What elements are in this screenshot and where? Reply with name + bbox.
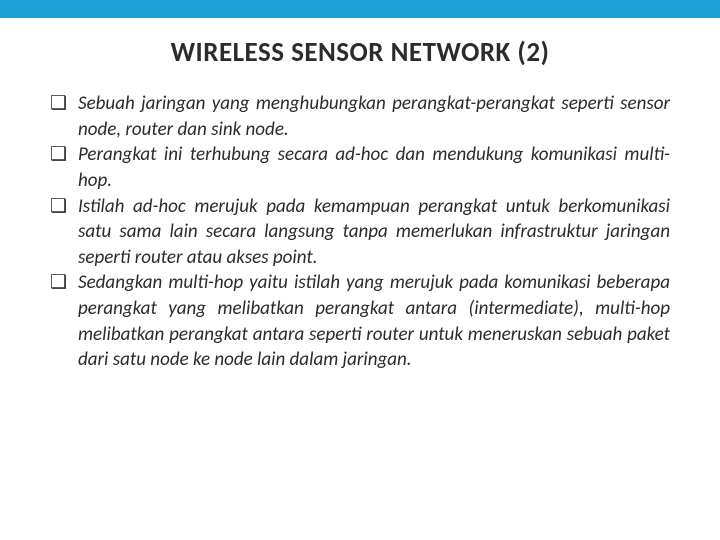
bullet-list: ❑ Sebuah jaringan yang menghubungkan pera… bbox=[0, 81, 720, 373]
bullet-item: ❑ Sedangkan multi-hop yaitu istilah yang … bbox=[50, 270, 670, 373]
bullet-marker-icon: ❑ bbox=[50, 270, 68, 296]
bullet-text: Sedangkan multi-hop yaitu istilah yang m… bbox=[78, 270, 670, 373]
bullet-marker-icon: ❑ bbox=[50, 194, 68, 220]
bullet-marker-icon: ❑ bbox=[50, 91, 68, 117]
slide-title: WIRELESS SENSOR NETWORK (2) bbox=[60, 36, 660, 69]
slide: WIRELESS SENSOR NETWORK (2) ❑ Sebuah jari… bbox=[0, 0, 720, 540]
bullet-marker-icon: ❑ bbox=[50, 142, 68, 168]
bullet-item: ❑ Perangkat ini terhubung secara ad-hoc d… bbox=[50, 142, 670, 193]
bullet-text: Istilah ad-hoc merujuk pada kemampuan pe… bbox=[78, 194, 670, 271]
bullet-item: ❑ Sebuah jaringan yang menghubungkan pera… bbox=[50, 91, 670, 142]
bullet-item: ❑ Istilah ad-hoc merujuk pada kemampuan p… bbox=[50, 194, 670, 271]
bullet-text: Sebuah jaringan yang menghubungkan peran… bbox=[78, 91, 670, 142]
bullet-text: Perangkat ini terhubung secara ad-hoc da… bbox=[78, 142, 670, 193]
title-container: WIRELESS SENSOR NETWORK (2) bbox=[0, 18, 720, 81]
accent-top-bar bbox=[0, 0, 720, 18]
